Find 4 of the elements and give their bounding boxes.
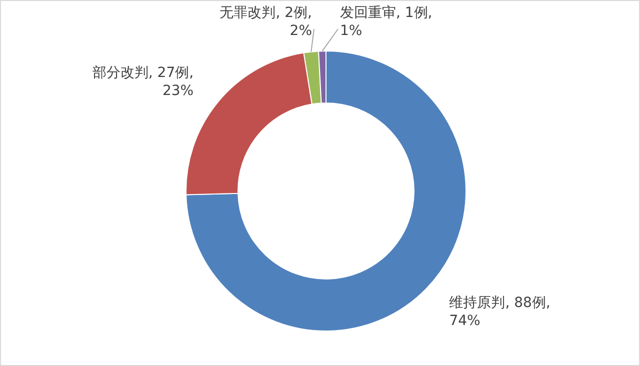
slice-label: 部分改判, 27例, 23% (92, 65, 194, 100)
slice-label: 无罪改判, 2例, 2% (220, 5, 312, 39)
slice-label: 发回重审, 1例, 1% (340, 5, 432, 39)
slice-label: 维持原判, 88例, 74% (449, 294, 550, 329)
